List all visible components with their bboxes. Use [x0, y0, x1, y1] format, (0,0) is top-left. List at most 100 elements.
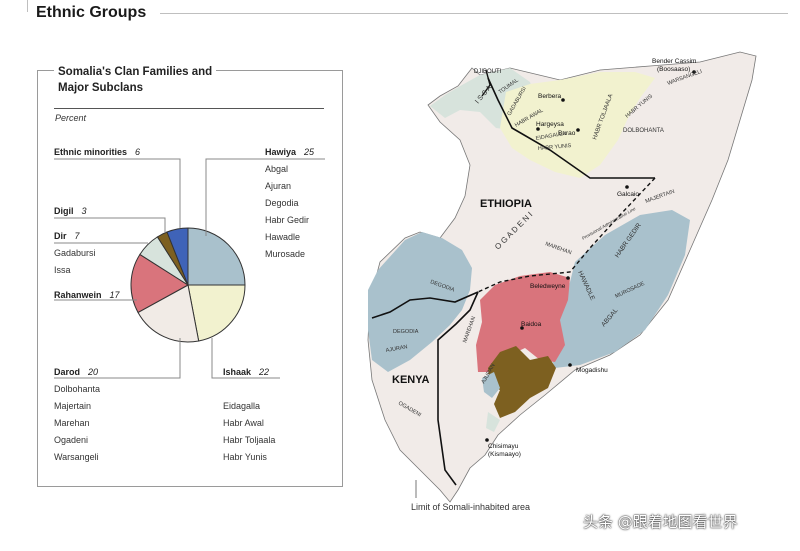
city-dot: [568, 363, 572, 367]
label-djibouti: DJIBOUTI: [474, 69, 502, 75]
subclan-item: Murosade: [265, 249, 306, 259]
label-galcaio: Galcaio: [617, 191, 639, 198]
legend-ishaak-name: Ishaak: [223, 367, 252, 377]
clan-ajuran: AJURAN: [385, 344, 408, 354]
clan-degodia-2: DEGODIA: [393, 329, 419, 335]
limit-label: Limit of Somali-inhabited area: [411, 502, 531, 512]
subclan-item: Degodia: [265, 198, 299, 208]
title-tick: [27, 0, 28, 12]
ishaak-region: [500, 72, 655, 178]
chart-title-line1: Somalia's Clan Families and: [58, 66, 213, 78]
somalia-ethiopia-border: [487, 77, 655, 179]
clan-habr-yunis: HABR YUNIS: [538, 143, 572, 152]
subclan-item: Majertain: [54, 401, 92, 411]
degodia-region: [368, 232, 472, 372]
coast-minority: [486, 412, 500, 432]
label-burao: Burao: [558, 130, 576, 137]
pie-chart: [130, 227, 246, 343]
watermark: 头条 @跟着地图看世界: [583, 513, 738, 531]
pie-slice-ethnic-minorities: [166, 227, 189, 286]
subclan-item: Warsangeli: [54, 452, 99, 462]
label-bender-alt: (Boosaaso): [657, 66, 690, 73]
label-bender: Bender Cassim: [652, 58, 696, 65]
label-beledweyne: Beledweyne: [530, 283, 566, 290]
subclan-item: Dolbohanta: [54, 384, 101, 394]
legend-ethnic-name: Ethnic minorities: [54, 147, 128, 157]
legend-dir-subclans: Gadabursi Issa: [54, 245, 96, 279]
label-ethiopia: ETHIOPIA: [480, 198, 532, 210]
djibouti-border: [481, 69, 491, 97]
subclan-item: Eidagalla: [223, 401, 261, 411]
label-mogadishu: Mogadishu: [576, 367, 608, 374]
legend-digil-value: 3: [81, 206, 87, 216]
legend-digil-name: Digil: [54, 206, 74, 216]
pie-slice-darod: [137, 284, 200, 343]
pie-slice-rahanwein: [130, 253, 189, 314]
pie-slice-ishaak: [187, 284, 246, 342]
subclan-item: Habr Awal: [223, 418, 264, 428]
city-dot: [692, 70, 696, 74]
subclan-item: Issa: [54, 265, 71, 275]
city-dot: [536, 127, 540, 131]
chart-unit: Percent: [55, 113, 87, 123]
legend-ethnic: Ethnic minorities 6: [54, 147, 140, 157]
legend-hawiya-subclans: Abgal Ajuran Degodia Habr Gedir Hawadle …: [265, 161, 309, 263]
legend-darod-name: Darod: [54, 367, 81, 377]
leader-ishaak: [211, 338, 280, 379]
leader-ethnic: [54, 158, 181, 228]
somalia-kenya-border: [437, 291, 479, 486]
minority-region: [482, 372, 500, 398]
legend-dir-name: Dir: [54, 231, 67, 241]
legend-rahanwein-name: Rahanwein: [54, 290, 102, 300]
chart-title-rule: [54, 108, 324, 109]
label-chisimayu: Chisimayu: [488, 443, 519, 450]
chart-title-line2: Major Subclans: [58, 82, 143, 94]
legend-dir: Dir 7: [54, 231, 80, 241]
chart-title: Somalia's Clan Families and Major Subcla…: [54, 64, 217, 96]
subclan-item: Ajuran: [265, 181, 292, 191]
legend-darod-subclans: Dolbohanta Majertain Marehan Ogadeni War…: [54, 381, 100, 466]
city-dot: [576, 128, 580, 132]
legend-darod: Darod 20: [54, 367, 98, 377]
city-dots: [485, 70, 696, 442]
label-baidoa: Baidoa: [521, 321, 542, 328]
ethiopia-kenya-border: [371, 291, 479, 319]
title-rule: [160, 13, 788, 14]
label-hargeysa: Hargeysa: [536, 121, 564, 128]
label-chisimayu-alt: (Kismaayo): [488, 451, 521, 458]
legend-hawiya-value: 25: [304, 147, 315, 157]
pie-slice-hawiya: [187, 227, 246, 286]
rahanwein-region: [476, 272, 570, 372]
label-berbera: Berbera: [538, 93, 562, 100]
leader-lines: [54, 158, 325, 379]
city-dot: [561, 98, 565, 102]
legend-rahanwein: Rahanwein 17: [54, 290, 120, 300]
subclan-item: Ogadeni: [54, 435, 89, 445]
subclan-item: Habr Yunis: [223, 452, 267, 462]
legend-hawiya: Hawiya 25: [265, 147, 314, 157]
city-dot: [485, 438, 489, 442]
leader-hawiya: [205, 158, 325, 236]
legend-digil: Digil 3: [54, 206, 87, 216]
digil-region: [488, 346, 556, 418]
provisional-line: [477, 177, 656, 293]
subclan-item: Abgal: [265, 164, 289, 174]
legend-ishaak: Ishaak 22: [223, 367, 269, 377]
leader-darod: [54, 338, 181, 379]
city-dot: [520, 326, 524, 330]
legend-dir-value: 7: [74, 231, 80, 241]
subclan-item: Marehan: [54, 418, 90, 428]
city-dot: [625, 185, 629, 189]
clan-eidagalla: EIDAGALLA: [535, 131, 566, 142]
label-kenya: KENYA: [392, 374, 430, 386]
subclan-item: Habr Gedir: [265, 215, 310, 225]
subclan-item: Habr Toljaala: [223, 435, 276, 445]
leader-digil: [54, 217, 166, 233]
legend-darod-value: 20: [88, 367, 99, 377]
city-dot: [566, 276, 570, 280]
legend-rahanwein-value: 17: [109, 290, 120, 300]
subclan-item: Hawadle: [265, 232, 301, 242]
